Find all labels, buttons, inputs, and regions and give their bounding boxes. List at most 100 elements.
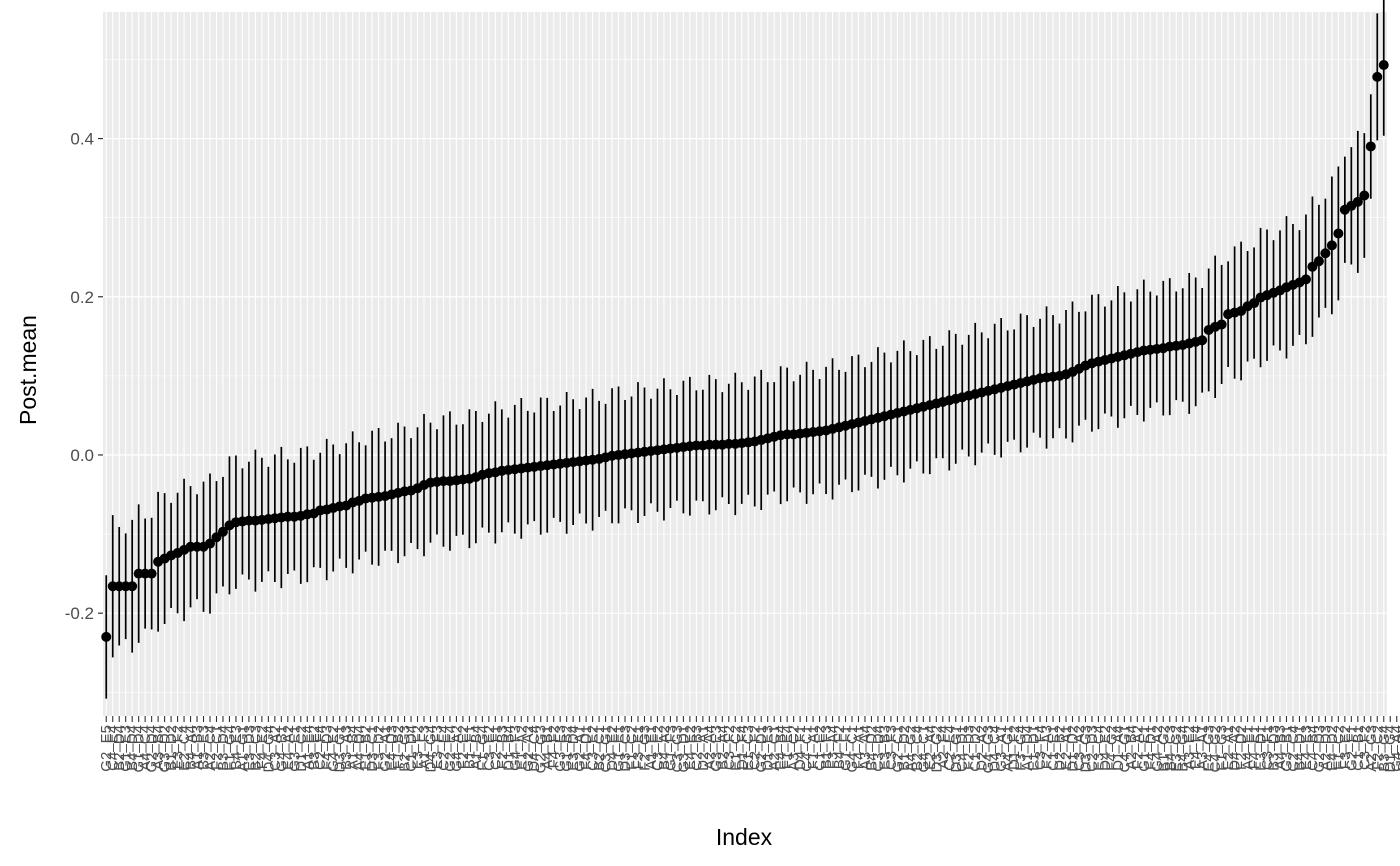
data-point [1352, 196, 1363, 207]
x-tick-label: G2_D1 [753, 725, 770, 773]
x-tick-label: B4_D2 [863, 725, 880, 771]
x-tick-label: E3_C4 [1090, 725, 1107, 771]
x-tick-label: F4_E1 [1246, 725, 1263, 769]
x-tick-label: F3_D2 [371, 725, 388, 770]
x-tick-label: B2_C3 [247, 725, 264, 771]
x-tick-label: G2_F1 [1343, 725, 1360, 771]
x-tick-label: B3_G4 [1376, 725, 1393, 772]
x-tick-label: D1_A4 [1110, 725, 1127, 771]
x-tick-label: G2_E5 [98, 725, 115, 772]
x-tick-label: G2_A2 [520, 725, 537, 772]
x-tick-label: D4_A2 [1227, 725, 1244, 771]
data-point [1300, 274, 1311, 285]
x-tick-label: G4_A2 [1149, 725, 1166, 772]
x-tick-label: F2_C1 [208, 725, 225, 770]
x-tick-label: D1_G4 [1382, 725, 1399, 773]
x-tick-label: A2_A4 [701, 725, 718, 770]
x-tick-label: C1_B1 [1350, 725, 1367, 771]
x-tick-label: G2_A1 [572, 725, 589, 772]
x-tick-label: G1_F3 [662, 725, 679, 771]
x-axis: G2_E5C4_E4B2_D4G1_E3B4_D4G1_D4A4_C4G2_D4… [98, 716, 1400, 773]
x-tick-label: F2_E2 [455, 725, 472, 769]
x-tick-label: E1_B2 [358, 725, 375, 770]
x-tick-label: D4_G4 [260, 725, 277, 773]
x-tick-label: G3_A1 [993, 725, 1010, 772]
x-tick-label: C3_F3 [883, 725, 900, 770]
x-tick-label: E4_F4 [1188, 725, 1205, 769]
x-tick-label: D3_G2 [928, 725, 945, 773]
x-tick-label: C3_D4 [870, 725, 887, 772]
x-tick-label: A1_B4 [345, 725, 362, 770]
x-tick-label: F1_C2 [1330, 725, 1347, 770]
x-tick-label: B2_C4 [909, 725, 926, 771]
x-tick-label: D3_G3 [1077, 725, 1094, 773]
x-tick-label: A4_G1 [1000, 725, 1017, 772]
x-tick-label: A3_C2 [786, 725, 803, 771]
x-tick-label: C2_C4 [1285, 725, 1302, 772]
x-tick-label: F1_G4 [221, 725, 238, 771]
y-axis: -0.2 0.0 0.2 0.4 [65, 130, 103, 623]
x-tick-label: B4_F2 [831, 725, 848, 769]
x-tick-label: G3_B1 [1278, 725, 1295, 772]
x-tick-label: B1_D2 [896, 725, 913, 771]
x-tick-label: A4_B1 [539, 725, 556, 770]
x-tick-label: B3_A3 [338, 725, 355, 770]
x-tick-label: D4_C4 [987, 725, 1004, 772]
x-tick-label: B2_C1 [591, 725, 608, 771]
x-tick-label: C1_E1 [1045, 725, 1062, 771]
x-tick-label: D3_C3 [617, 725, 634, 772]
x-tick-label: F1_G4 [474, 725, 491, 771]
x-tick-label: B1_D2 [163, 725, 180, 771]
x-tick-label: A1_E4 [299, 725, 316, 770]
x-tick-label: A1_B3 [189, 725, 206, 770]
x-tick-label: F1_G3 [1214, 725, 1231, 771]
x-tick-label: F4_D3 [319, 725, 336, 770]
x-tick-label: D4_G4 [422, 725, 439, 773]
x-tick-label: C3_A2 [267, 725, 284, 771]
major-gridlines-y [103, 137, 1387, 614]
x-tick-label: E3_G2 [1168, 725, 1185, 772]
data-point [1365, 141, 1376, 152]
x-tick-label: G4_B1 [273, 725, 290, 772]
data-point [211, 532, 222, 543]
x-tick-label: G2_G3 [533, 725, 550, 773]
x-tick-label: D4_E2 [604, 725, 621, 771]
x-tick-label: A1_D4 [1019, 725, 1036, 771]
x-tick-label: F4_D1 [578, 725, 595, 770]
x-tick-label: D4_C4 [526, 725, 543, 772]
x-tick-label: E1_C3 [740, 725, 757, 771]
x-tick-label: G3_D1 [675, 725, 692, 773]
x-tick-label: B2_D4 [111, 725, 128, 771]
x-tick-label: F1_A1 [805, 725, 822, 769]
x-tick-label: G4_C1 [844, 725, 861, 773]
x-tick-label: E4_D2 [1324, 725, 1341, 771]
x-tick-label: C4_G1 [1116, 725, 1133, 773]
data-point [101, 631, 112, 642]
x-tick-label: C2_E4 [941, 725, 958, 771]
x-tick-label: A2_C4 [202, 725, 219, 771]
x-tick-label: A4_E1 [1240, 725, 1257, 770]
x-tick-label: A3_B4 [150, 725, 167, 770]
x-tick-label: E3_F3 [429, 725, 446, 769]
x-tick-label: C2_E4 [435, 725, 452, 771]
x-tick-label: F4_E2 [254, 725, 271, 769]
x-tick-label: F2_G3 [636, 725, 653, 771]
x-tick-label: D1_E3 [760, 725, 777, 771]
x-tick-label: E1_D1 [1026, 725, 1043, 771]
x-tick-label: A1_G1 [234, 725, 251, 772]
x-tick-label: D2_A2 [974, 725, 991, 771]
x-tick-label: E4_A2 [280, 725, 297, 770]
x-tick-label: D1_C2 [293, 725, 310, 772]
x-tick-label: C3_G3 [669, 725, 686, 773]
x-tick-label: B4_D1 [1291, 725, 1308, 771]
x-tick-label: G1_F1 [838, 725, 855, 771]
x-tick-label: C3_G1 [598, 725, 615, 773]
x-tick-label: E4_B4 [773, 725, 790, 770]
x-tick-label: D1_F2 [1006, 725, 1023, 770]
x-tick-label: E2_C4 [176, 725, 193, 771]
x-tick-label: C3_F4 [1032, 725, 1049, 770]
x-tick-label: E2_A1 [1220, 725, 1237, 770]
x-tick-label: D2_B2 [1052, 725, 1069, 771]
x-tick-label: B4_D4 [124, 725, 141, 771]
